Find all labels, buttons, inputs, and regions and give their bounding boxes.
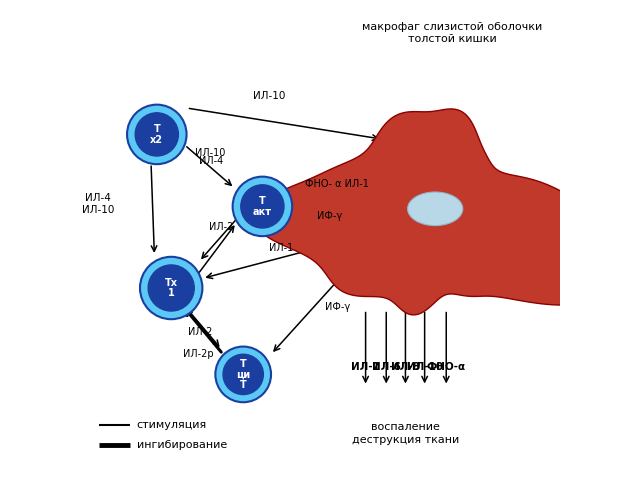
Text: ИЛ-2р: ИЛ-2р (183, 349, 214, 359)
Text: ИЛ-1р: ИЛ-1р (163, 289, 194, 299)
Circle shape (215, 347, 271, 402)
Text: Т
акт: Т акт (253, 196, 272, 217)
Text: ИФ-γ: ИФ-γ (317, 211, 342, 221)
Text: ИЛ-4
ИЛ-10: ИЛ-4 ИЛ-10 (82, 193, 115, 215)
Text: ИЛ-2: ИЛ-2 (188, 327, 212, 337)
Text: ИФ-γ: ИФ-γ (325, 302, 350, 312)
Circle shape (140, 257, 202, 319)
Circle shape (135, 113, 179, 156)
Text: ИЛ-10: ИЛ-10 (195, 148, 225, 157)
Text: ИЛ-2: ИЛ-2 (209, 222, 233, 231)
Text: стимуляция: стимуляция (137, 420, 207, 430)
Text: ингибирование: ингибирование (137, 440, 227, 450)
Circle shape (241, 185, 284, 228)
Text: ИЛ-1: ИЛ-1 (269, 243, 292, 253)
Text: Т
х2: Т х2 (150, 124, 163, 145)
Ellipse shape (408, 192, 463, 226)
Text: ФНО-α: ФНО-α (427, 362, 466, 372)
Text: ИЛ-10: ИЛ-10 (253, 91, 286, 101)
Circle shape (233, 177, 292, 236)
Text: Тх
1: Тх 1 (164, 277, 178, 299)
Text: ИЛ-10: ИЛ-10 (406, 362, 443, 372)
Text: ИЛ-6: ИЛ-6 (372, 362, 401, 372)
Circle shape (148, 265, 195, 311)
Text: макрофаг слизистой оболочки
толстой кишки: макрофаг слизистой оболочки толстой кишк… (362, 22, 542, 44)
Text: ИЛ-8: ИЛ-8 (391, 362, 420, 372)
Text: ИЛ-4: ИЛ-4 (199, 156, 223, 166)
Circle shape (223, 354, 264, 395)
Text: воспаление
деструкция ткани: воспаление деструкция ткани (352, 422, 459, 445)
Polygon shape (252, 109, 612, 315)
Text: ИЛ-1: ИЛ-1 (351, 362, 380, 372)
Circle shape (127, 105, 187, 164)
Text: ФНО- α ИЛ-1: ФНО- α ИЛ-1 (305, 180, 369, 189)
Text: Т
ци
Т: Т ци Т (236, 359, 250, 390)
